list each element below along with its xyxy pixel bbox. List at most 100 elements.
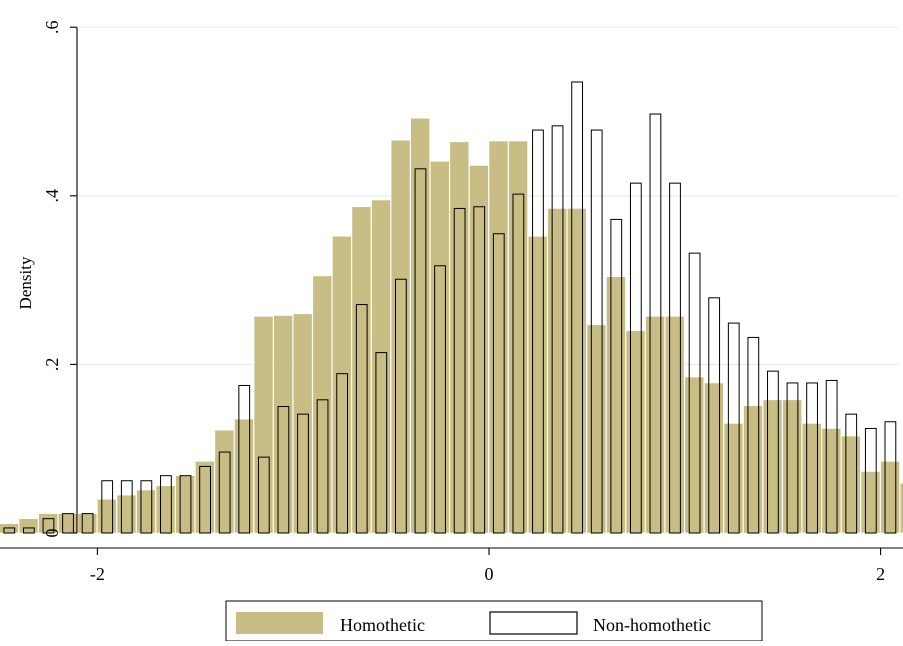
homothetic-bar bbox=[410, 117, 430, 534]
homothetic-bar bbox=[292, 313, 313, 534]
non-homothetic-bar bbox=[453, 207, 466, 534]
homothetic-bar bbox=[586, 324, 607, 534]
non-homothetic-bar bbox=[179, 475, 192, 534]
homothetic-bar bbox=[782, 399, 802, 534]
non-homothetic-bar bbox=[22, 527, 35, 534]
y-axis-title: Density bbox=[16, 256, 35, 309]
non-homothetic-bar bbox=[316, 399, 329, 534]
homothetic-bar bbox=[684, 376, 705, 534]
non-homothetic-bar bbox=[669, 182, 681, 534]
homothetic-bar bbox=[351, 206, 372, 534]
non-homothetic-bar bbox=[884, 421, 897, 534]
homothetic-bar bbox=[625, 330, 646, 534]
non-homothetic-bar bbox=[492, 233, 505, 534]
non-homothetic-bar bbox=[336, 373, 349, 534]
homothetic-bar bbox=[18, 518, 39, 534]
x-tick-label: 0 bbox=[485, 564, 494, 584]
homothetic-bar bbox=[508, 140, 528, 534]
homothetic-bar bbox=[136, 489, 156, 534]
non-homothetic-bar bbox=[3, 527, 16, 534]
homothetic-bar bbox=[488, 140, 509, 534]
homothetic-bar bbox=[469, 165, 489, 534]
homothetic-bar bbox=[821, 428, 842, 534]
y-tick-label: .4 bbox=[42, 189, 62, 203]
non-homothetic-bar bbox=[395, 278, 407, 534]
homothetic-bar bbox=[880, 461, 900, 534]
non-homothetic-bar bbox=[590, 129, 603, 534]
non-homothetic-bar bbox=[434, 265, 446, 534]
homothetic-bar bbox=[214, 429, 235, 534]
y-tick-label: .2 bbox=[42, 358, 62, 372]
homothetic-bar bbox=[371, 199, 391, 534]
homothetic-bar bbox=[841, 435, 861, 534]
non-homothetic-bar bbox=[140, 480, 153, 534]
non-homothetic-bar bbox=[355, 304, 368, 534]
homothetic-bar bbox=[743, 405, 763, 534]
legend-label-homothetic: Homothetic bbox=[340, 615, 425, 635]
legend-label-non-homothetic: Non-homothetic bbox=[593, 615, 711, 635]
homothetic-bar bbox=[273, 315, 293, 534]
homothetic-bar bbox=[390, 139, 411, 534]
non-homothetic-bar bbox=[473, 206, 486, 534]
non-homothetic-bar bbox=[199, 465, 211, 534]
non-homothetic-bar bbox=[806, 382, 818, 534]
homothetic-bar bbox=[449, 141, 470, 534]
non-homothetic-bar bbox=[649, 113, 662, 534]
legend: Homothetic Non-homothetic bbox=[225, 600, 763, 642]
homothetic-bar bbox=[704, 382, 724, 534]
non-homothetic-bar bbox=[727, 322, 740, 534]
non-homothetic-bar bbox=[708, 297, 721, 534]
non-homothetic-bars bbox=[3, 81, 897, 534]
homothetic-bar bbox=[723, 423, 744, 534]
homothetic-bar bbox=[97, 498, 117, 534]
homothetic-bar bbox=[312, 275, 333, 534]
homothetic-bar bbox=[527, 235, 548, 534]
non-homothetic-bar bbox=[218, 451, 231, 534]
non-homothetic-bar bbox=[786, 382, 799, 534]
non-homothetic-bar bbox=[414, 168, 427, 534]
non-homothetic-bar bbox=[277, 406, 290, 534]
y-tick-label: .6 bbox=[42, 20, 62, 34]
homothetic-bar bbox=[234, 418, 254, 534]
non-homothetic-bar bbox=[375, 352, 388, 534]
x-tick-label: -2 bbox=[90, 564, 105, 584]
homothetic-bar bbox=[860, 471, 881, 534]
non-homothetic-bar bbox=[864, 427, 877, 534]
non-homothetic-bar bbox=[845, 413, 858, 534]
non-homothetic-bar bbox=[81, 513, 94, 534]
non-homothetic-bar bbox=[551, 125, 564, 534]
non-homothetic-bar bbox=[688, 252, 701, 534]
homothetic-bar bbox=[155, 485, 176, 534]
legend-swatch-homothetic bbox=[236, 612, 323, 634]
homothetic-bar bbox=[606, 276, 626, 534]
homothetic-bar bbox=[116, 494, 137, 534]
non-homothetic-bar bbox=[120, 480, 133, 534]
non-homothetic-bar bbox=[62, 513, 74, 534]
homothetic-bar bbox=[253, 316, 274, 534]
homothetic-bar bbox=[801, 423, 822, 534]
x-tick-label: 2 bbox=[876, 564, 885, 584]
homothetic-bar bbox=[567, 208, 587, 534]
homothetic-bar bbox=[645, 316, 665, 534]
non-homothetic-bar bbox=[42, 518, 55, 534]
non-homothetic-bar bbox=[160, 475, 172, 534]
non-homothetic-bar bbox=[101, 480, 114, 534]
non-homothetic-bar bbox=[767, 370, 779, 534]
homothetic-bar bbox=[899, 482, 903, 534]
non-homothetic-bar bbox=[747, 336, 760, 534]
homothetic-bar bbox=[429, 160, 450, 534]
axes: 0.2.4.6-4-2024 bbox=[0, 20, 903, 584]
non-homothetic-bar bbox=[610, 218, 623, 534]
homothetic-bar bbox=[547, 208, 568, 534]
non-homothetic-bar bbox=[512, 193, 525, 534]
homothetic-bar bbox=[332, 235, 352, 534]
non-homothetic-bar bbox=[238, 384, 251, 534]
homothetic-bar bbox=[77, 513, 98, 534]
legend-swatch-non-homothetic bbox=[489, 611, 578, 635]
non-homothetic-bar bbox=[297, 413, 309, 534]
homothetic-bar bbox=[762, 399, 783, 534]
homothetic-bar bbox=[195, 461, 215, 534]
non-homothetic-bar bbox=[629, 182, 642, 534]
